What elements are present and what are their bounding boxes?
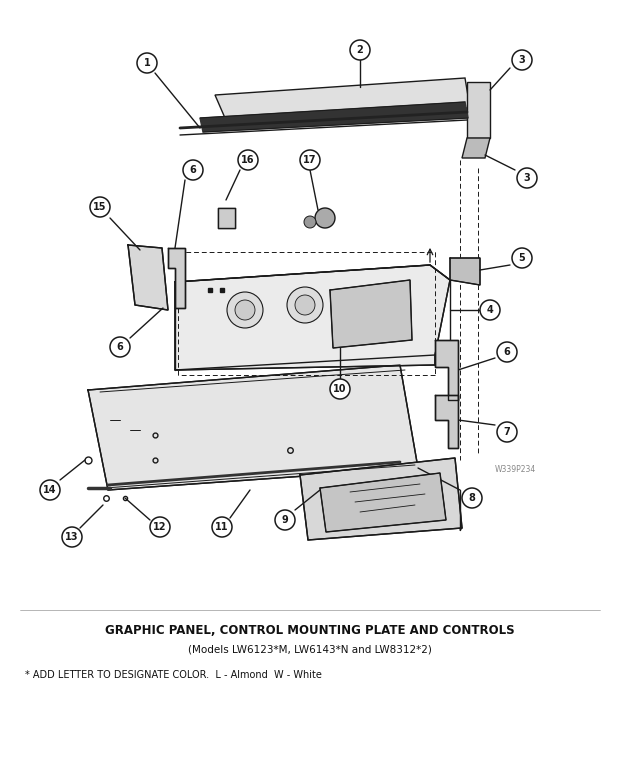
Polygon shape — [175, 265, 450, 370]
Circle shape — [275, 510, 295, 530]
Polygon shape — [320, 473, 446, 532]
Circle shape — [287, 287, 323, 323]
Text: 7: 7 — [503, 427, 510, 437]
Polygon shape — [215, 78, 470, 118]
Text: GRAPHIC PANEL, CONTROL MOUNTING PLATE AND CONTROLS: GRAPHIC PANEL, CONTROL MOUNTING PLATE AN… — [105, 623, 515, 636]
Polygon shape — [462, 138, 490, 158]
Circle shape — [295, 295, 315, 315]
Circle shape — [137, 53, 157, 73]
Text: 9: 9 — [281, 515, 288, 525]
Circle shape — [212, 517, 232, 537]
Polygon shape — [200, 102, 468, 132]
Text: * ADD LETTER TO DESIGNATE COLOR.  L - Almond  W - White: * ADD LETTER TO DESIGNATE COLOR. L - Alm… — [25, 670, 322, 680]
Text: 6: 6 — [190, 165, 197, 175]
Text: 2: 2 — [356, 45, 363, 55]
Polygon shape — [168, 248, 185, 308]
Circle shape — [480, 300, 500, 320]
Circle shape — [512, 248, 532, 268]
Text: 8: 8 — [469, 493, 476, 503]
Polygon shape — [435, 395, 458, 448]
Text: 6: 6 — [503, 347, 510, 357]
Circle shape — [383, 308, 397, 322]
Circle shape — [497, 342, 517, 362]
Circle shape — [62, 527, 82, 547]
Circle shape — [517, 168, 537, 188]
Polygon shape — [88, 365, 418, 490]
Polygon shape — [467, 82, 490, 138]
Circle shape — [300, 150, 320, 170]
Text: W339P234: W339P234 — [495, 466, 536, 474]
Text: 13: 13 — [65, 532, 79, 542]
Circle shape — [40, 480, 60, 500]
Text: 5: 5 — [518, 253, 525, 263]
Text: 3: 3 — [518, 55, 525, 65]
Text: 17: 17 — [303, 155, 317, 165]
Circle shape — [227, 292, 263, 328]
Text: 1: 1 — [144, 58, 151, 68]
Circle shape — [90, 197, 110, 217]
Text: 10: 10 — [334, 384, 347, 394]
Polygon shape — [450, 258, 480, 285]
Circle shape — [330, 379, 350, 399]
Circle shape — [462, 488, 482, 508]
Circle shape — [497, 422, 517, 442]
Polygon shape — [435, 340, 458, 400]
Circle shape — [512, 50, 532, 70]
Circle shape — [315, 208, 335, 228]
Circle shape — [183, 160, 203, 180]
Circle shape — [358, 311, 372, 325]
Polygon shape — [300, 458, 462, 540]
Text: 16: 16 — [241, 155, 255, 165]
Circle shape — [110, 337, 130, 357]
Polygon shape — [218, 208, 235, 228]
Circle shape — [304, 216, 316, 228]
Text: 4: 4 — [487, 305, 494, 315]
Circle shape — [238, 150, 258, 170]
Text: 14: 14 — [43, 485, 57, 495]
Text: 11: 11 — [215, 522, 229, 532]
Text: 6: 6 — [117, 342, 123, 352]
Text: (Models LW6123*M, LW6143*N and LW8312*2): (Models LW6123*M, LW6143*N and LW8312*2) — [188, 645, 432, 655]
Polygon shape — [128, 245, 168, 310]
Text: 12: 12 — [153, 522, 167, 532]
Circle shape — [150, 517, 170, 537]
Circle shape — [350, 40, 370, 60]
Polygon shape — [330, 280, 412, 348]
Circle shape — [235, 300, 255, 320]
Text: 3: 3 — [524, 173, 530, 183]
Text: 15: 15 — [93, 202, 107, 212]
